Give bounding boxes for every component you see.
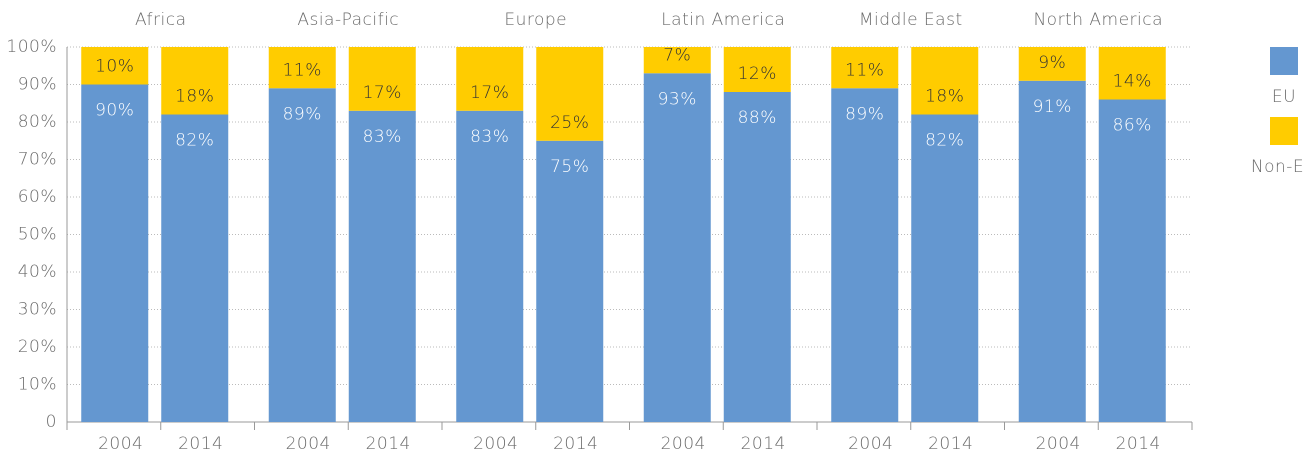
y-tick-label: 10% xyxy=(18,375,57,395)
x-tick-label: 2014 xyxy=(178,434,223,454)
value-label: 14% xyxy=(1113,72,1152,92)
x-tick-label: 2004 xyxy=(286,434,331,454)
value-label: 89% xyxy=(283,104,322,124)
x-tick-label: 2014 xyxy=(1116,434,1161,454)
legend-swatch xyxy=(1270,117,1298,145)
y-tick-label: 60% xyxy=(18,187,57,207)
bar-segment xyxy=(1098,99,1166,422)
x-tick-label: 2004 xyxy=(98,434,143,454)
value-label: 83% xyxy=(470,127,509,147)
value-label: 10% xyxy=(95,57,134,77)
value-label: 9% xyxy=(1038,53,1066,73)
group-label: North America xyxy=(1033,10,1163,30)
x-tick-label: 2014 xyxy=(928,434,973,454)
group-label: Middle East xyxy=(859,10,963,30)
value-label: 12% xyxy=(738,64,777,84)
value-label: 75% xyxy=(550,157,589,177)
x-tick-label: 2004 xyxy=(848,434,893,454)
bar-segment xyxy=(536,140,604,422)
x-tick-label: 2004 xyxy=(473,434,518,454)
legend-swatch xyxy=(1270,47,1298,75)
bar-segment xyxy=(456,47,524,111)
bar-segment xyxy=(1098,47,1166,100)
bar-segment xyxy=(911,47,979,115)
bar-segment xyxy=(161,114,229,422)
bar-segment xyxy=(1018,80,1086,422)
bar-segment xyxy=(536,47,604,141)
group-label: Europe xyxy=(504,10,567,30)
bar-segment xyxy=(268,47,336,89)
bar-segment xyxy=(348,47,416,111)
bar-segment xyxy=(723,47,791,92)
x-tick-label: 2004 xyxy=(1036,434,1081,454)
value-label: 86% xyxy=(1113,116,1152,136)
value-label: 82% xyxy=(175,131,214,151)
value-label: 93% xyxy=(658,89,697,109)
group-label: Latin America xyxy=(661,10,785,30)
x-tick-label: 2014 xyxy=(741,434,786,454)
value-label: 11% xyxy=(845,60,884,80)
value-label: 18% xyxy=(175,87,214,107)
value-label: 18% xyxy=(925,87,964,107)
y-tick-label: 50% xyxy=(18,225,57,245)
bar-segment xyxy=(268,88,336,422)
y-tick-label: 70% xyxy=(18,150,57,170)
y-tick-label: 90% xyxy=(18,75,57,95)
legend-label: Non-EU xyxy=(1251,157,1306,177)
bar-segment xyxy=(911,114,979,422)
y-tick-label: 80% xyxy=(18,112,57,132)
y-tick-label: 30% xyxy=(18,300,57,320)
bar-segment xyxy=(643,73,711,422)
value-label: 89% xyxy=(845,104,884,124)
bar-segment xyxy=(161,47,229,115)
value-label: 17% xyxy=(470,83,509,103)
y-tick-label: 40% xyxy=(18,262,57,282)
bar-segment xyxy=(348,110,416,422)
bar-segment xyxy=(831,88,899,422)
x-tick-label: 2014 xyxy=(553,434,598,454)
value-label: 7% xyxy=(663,45,691,65)
bar-segment xyxy=(81,84,149,422)
value-label: 11% xyxy=(283,60,322,80)
value-label: 90% xyxy=(95,101,134,121)
x-tick-label: 2014 xyxy=(366,434,411,454)
bar-segment xyxy=(456,110,524,422)
value-label: 17% xyxy=(363,83,402,103)
bar-segment xyxy=(723,92,791,422)
value-label: 82% xyxy=(925,131,964,151)
legend-label: EU xyxy=(1272,87,1296,107)
bar-segment xyxy=(1018,47,1086,81)
group-label: Asia-Pacific xyxy=(297,10,399,30)
value-label: 25% xyxy=(550,113,589,133)
value-label: 83% xyxy=(363,127,402,147)
x-tick-label: 2004 xyxy=(661,434,706,454)
y-tick-label: 100% xyxy=(6,37,57,57)
bar-segment xyxy=(643,47,711,74)
y-tick-label: 0 xyxy=(46,412,57,432)
bar-segment xyxy=(81,47,149,85)
value-label: 91% xyxy=(1033,97,1072,117)
value-label: 88% xyxy=(738,108,777,128)
group-label: Africa xyxy=(135,10,187,30)
y-tick-label: 20% xyxy=(18,337,57,357)
bar-segment xyxy=(831,47,899,89)
